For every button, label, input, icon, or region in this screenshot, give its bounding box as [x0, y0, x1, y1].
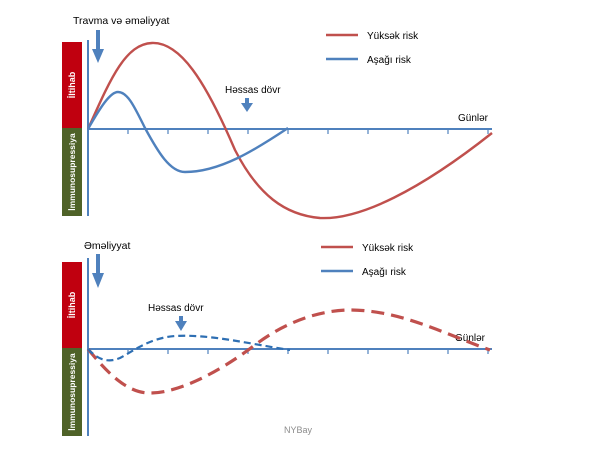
x-axis-label: Günlər	[455, 333, 486, 344]
legend-label-high-risk: Yüksək risk	[362, 243, 414, 254]
low-risk-curve	[86, 90, 289, 174]
immunosuppression-bar-label: İmmunosupressiya	[67, 133, 77, 211]
high-risk-curve	[86, 41, 493, 220]
immunosuppression-bar	[62, 128, 82, 216]
legend-label-high-risk: Yüksək risk	[367, 31, 419, 42]
legend: Yüksək risk Aşağı risk	[326, 31, 419, 66]
event-label: Əməliyyat	[84, 240, 130, 252]
immunosuppression-bar-label: İmmunosupressiya	[67, 353, 77, 431]
top-panel: İltihab İmmunosupressiya Günlər Travma v…	[62, 15, 493, 220]
inflammation-bar	[62, 262, 82, 348]
legend: Yüksək risk Aşağı risk	[321, 243, 414, 278]
legend-label-low-risk: Aşağı risk	[362, 267, 407, 278]
watermark: NYBay	[284, 425, 313, 435]
event-arrow-icon	[92, 254, 104, 288]
x-axis-label: Günlər	[458, 113, 489, 124]
event-label: Travma və əməliyyat	[73, 15, 170, 27]
sensitive-period-label: Həssas dövr	[148, 303, 204, 314]
inflammation-bar-label: İltihab	[67, 71, 77, 98]
inflammation-bar-label: İltihab	[67, 291, 77, 318]
event-arrow-icon	[92, 30, 104, 63]
inflammation-bar	[62, 42, 82, 128]
legend-label-low-risk: Aşağı risk	[367, 55, 412, 66]
sensitive-period-label: Həssas dövr	[225, 85, 281, 96]
x-axis-ticks	[127, 129, 489, 134]
immunosuppression-bar	[62, 348, 82, 436]
bottom-panel: İltihab İmmunosupressiya Günlər Əməliyya…	[62, 240, 492, 436]
sensitive-period-arrow-icon	[241, 98, 253, 112]
high-risk-curve	[86, 308, 491, 395]
sensitive-period-arrow-icon	[175, 316, 187, 331]
